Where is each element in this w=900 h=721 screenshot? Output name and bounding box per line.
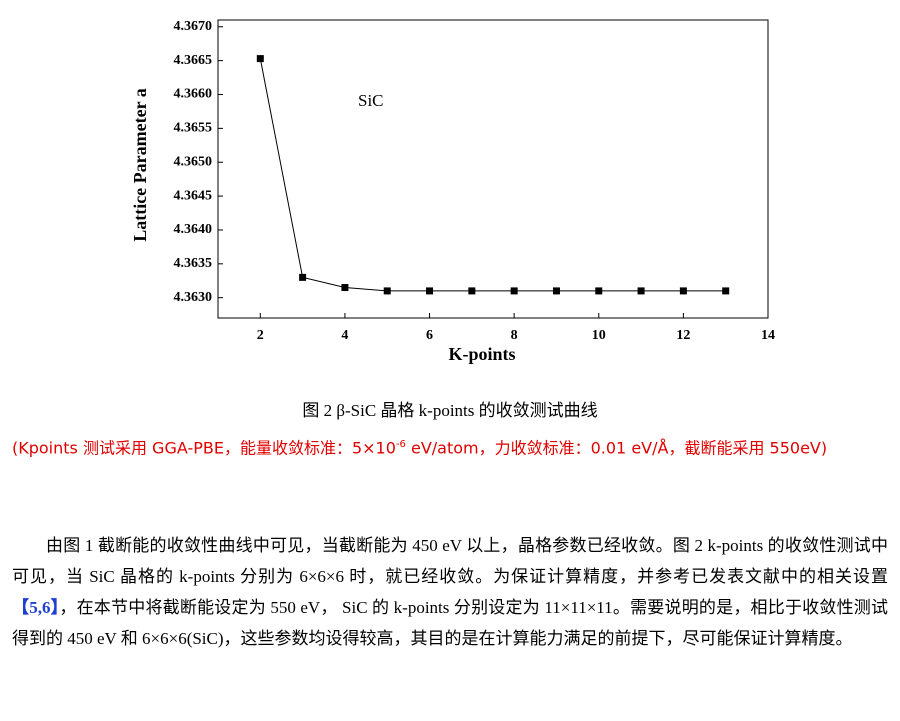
- data-line: [259, 58, 726, 292]
- body-paragraph: 由图 1 截断能的收敛性曲线中可见，当截断能为 450 eV 以上，晶格参数已经…: [12, 530, 888, 654]
- x-tick-label: 6: [426, 328, 433, 343]
- x-tick-label: 4: [341, 328, 348, 343]
- y-tick-label: 4.3660: [174, 87, 213, 102]
- y-tick-label: 4.3665: [174, 53, 213, 68]
- data-point: [299, 273, 307, 281]
- y-axis-label: Lattice Parameter a: [130, 88, 150, 242]
- y-tick-label: 4.3640: [174, 222, 213, 237]
- data-point: [637, 287, 645, 295]
- caption: 图 2 β-SiC 晶格 k-points 的收敛测试曲线: [302, 401, 598, 420]
- y-tick-label: 4.3635: [174, 256, 213, 271]
- annotation: SiC: [358, 91, 384, 110]
- body-text: ，在本节中将截断能设定为 550 eV， SiC 的 k-points 分别设定…: [12, 598, 889, 648]
- data-point: [256, 55, 264, 63]
- x-tick-label: 10: [592, 328, 606, 343]
- y-tick-label: 4.3655: [174, 121, 213, 136]
- x-tick-label: 2: [257, 328, 264, 343]
- data-point: [595, 287, 603, 295]
- y-tick-label: 4.3670: [174, 19, 213, 34]
- y-tick-label: 4.3645: [174, 188, 213, 203]
- reference: 【5,6】: [12, 598, 60, 617]
- x-tick-label: 8: [511, 328, 518, 343]
- y-tick-label: 4.3650: [174, 154, 213, 169]
- note: (Kpoints 测试采用 GGA-PBE，能量收敛标准：5×10-6 eV/a…: [12, 430, 888, 463]
- data-point: [341, 284, 349, 292]
- plot-frame: [217, 19, 769, 319]
- data-point: [679, 287, 687, 295]
- y-tick-label: 4.3630: [174, 290, 213, 305]
- data-point: [552, 287, 560, 295]
- data-point: [510, 287, 518, 295]
- data-point: [722, 287, 730, 295]
- data-point: [426, 287, 434, 295]
- note-sup: -6: [395, 439, 406, 450]
- chart: SiC K-points Lattice Parameter a 4.3630 4…: [130, 19, 775, 364]
- data-point: [383, 287, 391, 295]
- x-tick-label: 12: [676, 328, 690, 343]
- body-text: 由图 1 截断能的收敛性曲线中可见，当截断能为 450 eV 以上，晶格参数已经…: [12, 536, 888, 586]
- x-axis-label: K-points: [448, 344, 515, 364]
- data-point: [468, 287, 476, 295]
- x-tick-label: 14: [761, 328, 775, 343]
- note-text: eV/atom，力收敛标准：0.01 eV/Å，截断能采用 550eV): [405, 438, 828, 458]
- note-text: (Kpoints 测试采用 GGA-PBE，能量收敛标准：5×10: [12, 438, 396, 458]
